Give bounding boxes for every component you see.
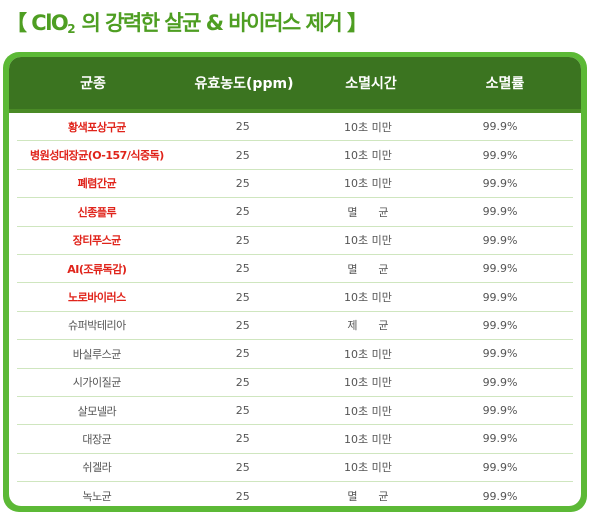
concentration-value: 25 <box>235 205 250 219</box>
strain-name: 슈퍼박테리아 <box>67 319 126 333</box>
table-row: 황색포상구균 25 10초 미만 99.9% <box>17 113 573 142</box>
strain-name: 살모넬라 <box>77 404 117 418</box>
strain-name: 바실루스균 <box>72 347 122 361</box>
table-row: 폐렴간균 25 10초 미만 99.9% <box>17 170 573 199</box>
table-row: 바실루스균 25 10초 미만 99.9% <box>17 340 573 369</box>
time-value: 제 균 <box>347 319 389 333</box>
rate-value: 99.9% <box>482 262 518 276</box>
time-value: 10초 미만 <box>344 234 392 248</box>
rate-value: 99.9% <box>482 148 518 162</box>
rate-value: 99.9% <box>482 375 518 389</box>
table-row: 쉬겔라 25 10초 미만 99.9% <box>17 454 573 483</box>
strain-name: 대장균 <box>82 432 112 446</box>
time-value: 10초 미만 <box>344 149 392 163</box>
strain-name: 노로바이러스 <box>67 291 126 305</box>
time-value: 10초 미만 <box>344 376 392 390</box>
title-suffix: 의 강력한 살균 & 바이러스 제거 】 <box>75 11 368 35</box>
table-row: 장티푸스균 25 10초 미만 99.9% <box>17 227 573 255</box>
time-value: 10초 미만 <box>344 120 392 134</box>
concentration-value: 25 <box>235 404 250 418</box>
strain-name: 폐렴간균 <box>77 177 117 191</box>
rate-value: 99.9% <box>482 233 518 247</box>
time-value: 10초 미만 <box>344 432 392 446</box>
time-value: 10초 미만 <box>344 461 392 475</box>
rate-value: 99.9% <box>482 318 518 332</box>
concentration-value: 25 <box>235 460 250 474</box>
header-concentration: 유효농도(ppm) <box>194 76 294 92</box>
table-row: 시가이질균 25 10초 미만 99.9% <box>17 369 573 397</box>
strain-name: 병원성대장균(O-157/식중독) <box>29 149 164 163</box>
header-strain: 균종 <box>80 76 106 92</box>
rate-value: 99.9% <box>482 404 518 418</box>
rate-value: 99.9% <box>482 120 518 134</box>
rate-value: 99.9% <box>482 176 518 190</box>
concentration-value: 25 <box>235 375 250 389</box>
concentration-value: 25 <box>235 176 250 190</box>
rate-value: 99.9% <box>482 290 518 304</box>
strain-name: 황색포상구균 <box>67 120 126 134</box>
time-value: 멸 균 <box>347 262 389 276</box>
table-row: 병원성대장균(O-157/식중독) 25 10초 미만 99.9% <box>17 141 573 170</box>
concentration-value: 25 <box>235 233 250 247</box>
time-value: 10초 미만 <box>344 347 392 361</box>
time-value: 10초 미만 <box>344 404 392 418</box>
table-row: 대장균 25 10초 미만 99.9% <box>17 425 573 454</box>
concentration-value: 25 <box>235 148 250 162</box>
strain-name: 시가이질균 <box>72 376 122 390</box>
rate-value: 99.9% <box>482 205 518 219</box>
concentration-value: 25 <box>235 432 250 446</box>
strain-name: 신종플루 <box>77 205 117 219</box>
strain-name: 쉬겔라 <box>82 461 112 475</box>
title-prefix: 【 ClO <box>6 11 69 35</box>
table-row: 슈퍼박테리아 25 제 균 99.9% <box>17 312 573 341</box>
title-subscript: 2 <box>67 22 76 36</box>
header-rate: 소멸률 <box>485 76 525 92</box>
concentration-value: 25 <box>235 290 250 304</box>
strain-name: 녹노균 <box>82 490 112 504</box>
rate-value: 99.9% <box>482 347 518 361</box>
concentration-value: 25 <box>235 489 250 503</box>
rate-value: 99.9% <box>482 432 518 446</box>
concentration-value: 25 <box>235 262 250 276</box>
time-value: 멸 균 <box>347 490 389 504</box>
time-value: 멸 균 <box>347 205 389 219</box>
table-row: 살모넬라 25 10초 미만 99.9% <box>17 397 573 426</box>
sterilization-table-card: 균종 유효농도(ppm) 소멸시간 소멸률 황색포상구균 25 10초 미만 99.9… <box>3 52 587 512</box>
header-time: 소멸시간 <box>345 76 397 92</box>
rate-value: 99.9% <box>482 460 518 474</box>
page-title: 【 ClO2 의 강력한 살균 & 바이러스 제거 】 <box>6 6 368 40</box>
concentration-value: 25 <box>235 318 250 332</box>
table-container: 균종 유효농도(ppm) 소멸시간 소멸률 황색포상구균 25 10초 미만 99.9… <box>9 57 581 506</box>
time-value: 10초 미만 <box>344 291 392 305</box>
rate-value: 99.9% <box>482 489 518 503</box>
table-row: 노로바이러스 25 10초 미만 99.9% <box>17 283 573 312</box>
table-row: AI(조류독감) 25 멸 균 99.9% <box>17 255 573 284</box>
strain-name: AI(조류독감) <box>67 262 127 276</box>
time-value: 10초 미만 <box>344 177 392 191</box>
table-row: 녹노균 25 멸 균 99.9% <box>17 482 573 506</box>
table-header: 균종 유효농도(ppm) 소멸시간 소멸률 <box>9 57 581 113</box>
table-row: 신종플루 25 멸 균 99.9% <box>17 198 573 227</box>
concentration-value: 25 <box>235 347 250 361</box>
concentration-value: 25 <box>235 120 250 134</box>
strain-name: 장티푸스균 <box>72 234 122 248</box>
table-body: 황색포상구균 25 10초 미만 99.9% 병원성대장균(O-157/식중독) 25 10… <box>17 113 573 506</box>
